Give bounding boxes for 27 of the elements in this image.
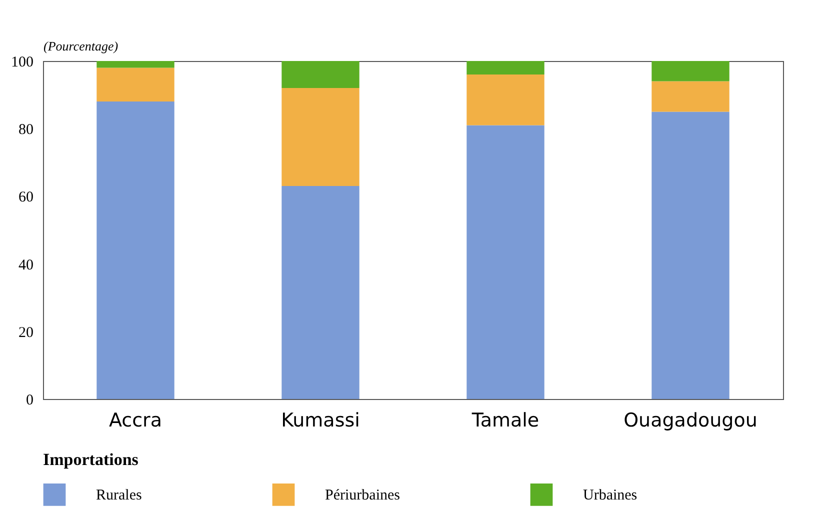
y-tick-label: 40 xyxy=(18,257,34,274)
bar xyxy=(282,186,360,399)
bar xyxy=(466,125,544,399)
bar xyxy=(652,81,730,112)
y-tick-label: 20 xyxy=(18,324,34,341)
bar xyxy=(466,74,544,126)
bar xyxy=(652,112,730,399)
bar xyxy=(652,61,730,82)
bar xyxy=(96,102,174,399)
bar xyxy=(96,68,174,102)
y-tick-label: 80 xyxy=(18,122,34,138)
x-tick-label: Accra xyxy=(108,410,162,432)
bar xyxy=(282,88,360,186)
bar xyxy=(96,61,174,68)
x-tick-label: Kumassi xyxy=(281,410,360,432)
y-axis-title: (Pourcentage) xyxy=(44,38,118,54)
legend-title: Importations xyxy=(43,450,139,469)
bar xyxy=(282,61,360,88)
x-tick-label: Tamale xyxy=(470,410,540,432)
y-tick-label: 0 xyxy=(26,392,34,408)
bar xyxy=(466,61,544,75)
y-tick-label: 60 xyxy=(18,190,34,206)
legend-label: Rurales xyxy=(96,488,142,504)
legend-label: Périurbaines xyxy=(325,488,400,504)
legend-label: Urbaines xyxy=(583,488,638,504)
x-tick-label: Ouagadougou xyxy=(624,410,758,432)
y-tick-label: 100 xyxy=(11,54,34,70)
